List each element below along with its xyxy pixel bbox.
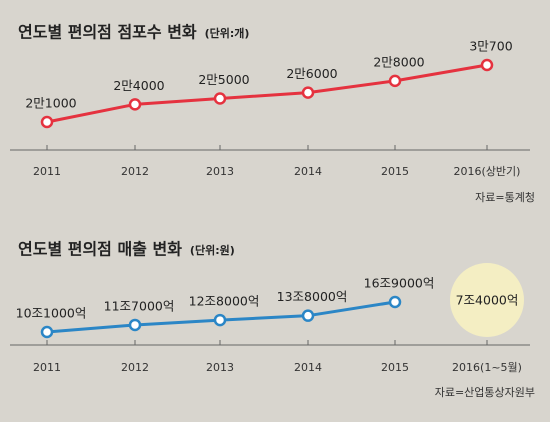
value-label: 2만6000 — [286, 66, 337, 81]
value-label: 12조8000억 — [189, 294, 260, 309]
chart-title: 연도별 편의점 매출 변화 — [18, 240, 182, 259]
data-point — [213, 313, 227, 327]
value-label: 2만4000 — [113, 78, 164, 93]
x-tick-label: 2013 — [206, 165, 234, 178]
x-tick-label: 2016(1~5월) — [452, 361, 522, 374]
data-point — [301, 86, 315, 99]
unit-label: (단위:개) — [205, 26, 250, 40]
value-label: 2만5000 — [198, 72, 249, 87]
source-label: 자료=산업통상자원부 — [435, 386, 535, 399]
unit-label: (단위:원) — [190, 243, 235, 257]
chart-title: 연도별 편의점 점포수 변화 — [18, 23, 197, 42]
x-tick-label: 2011 — [33, 165, 61, 178]
x-tick-label: 2013 — [206, 361, 234, 374]
data-point — [388, 74, 402, 88]
data-point — [40, 115, 54, 129]
data-line — [46, 63, 488, 124]
data-point — [213, 92, 227, 105]
x-tick-label: 2011 — [33, 361, 61, 374]
x-tick-label: 2012 — [121, 361, 149, 374]
value-label: 11조7000억 — [104, 298, 175, 313]
x-tick-label: 2016(상반기) — [454, 165, 521, 178]
x-tick-label: 2012 — [121, 165, 149, 178]
x-tick-label: 2015 — [381, 361, 409, 374]
value-label: 10조1000억 — [16, 306, 87, 321]
data-point — [388, 295, 402, 309]
x-tick-label: 2014 — [294, 361, 322, 374]
data-point — [480, 58, 494, 72]
value-label: 2만1000 — [25, 96, 76, 111]
value-label: 16조9000억 — [364, 276, 435, 291]
data-point — [128, 318, 142, 332]
value-label: 3만700 — [469, 39, 512, 54]
x-tick-label: 2015 — [381, 165, 409, 178]
value-label: 2만8000 — [373, 54, 424, 69]
partial-bubble — [450, 263, 524, 337]
data-point — [301, 309, 315, 322]
data-point — [128, 98, 142, 111]
x-tick-label: 2014 — [294, 165, 322, 178]
value-label: 13조8000억 — [277, 289, 348, 304]
source-label: 자료=통계청 — [475, 191, 535, 204]
data-point — [40, 325, 54, 339]
partial-label: 7조4000억 — [456, 293, 519, 308]
